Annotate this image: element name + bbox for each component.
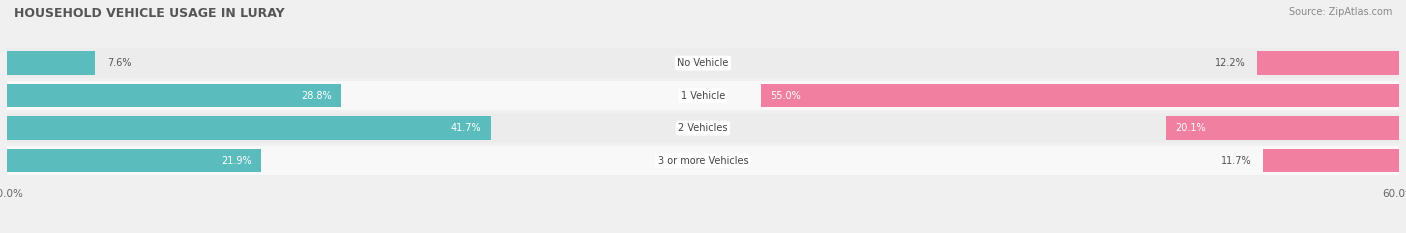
Bar: [7, 113, 1399, 143]
Text: 7.6%: 7.6%: [107, 58, 131, 68]
Bar: [1263, 149, 1399, 172]
Text: HOUSEHOLD VEHICLE USAGE IN LURAY: HOUSEHOLD VEHICLE USAGE IN LURAY: [14, 7, 284, 20]
Text: No Vehicle: No Vehicle: [678, 58, 728, 68]
Bar: [1166, 116, 1399, 140]
Bar: [7, 51, 96, 75]
Text: 41.7%: 41.7%: [451, 123, 481, 133]
Text: Source: ZipAtlas.com: Source: ZipAtlas.com: [1288, 7, 1392, 17]
Text: 1 Vehicle: 1 Vehicle: [681, 91, 725, 101]
Text: 55.0%: 55.0%: [770, 91, 801, 101]
Text: 20.1%: 20.1%: [1175, 123, 1206, 133]
Bar: [7, 81, 1399, 110]
Text: 28.8%: 28.8%: [301, 91, 332, 101]
Text: 12.2%: 12.2%: [1215, 58, 1246, 68]
Bar: [7, 146, 1399, 175]
Bar: [1257, 51, 1399, 75]
Text: 21.9%: 21.9%: [221, 156, 252, 166]
Text: 2 Vehicles: 2 Vehicles: [678, 123, 728, 133]
Bar: [7, 84, 342, 107]
Bar: [7, 48, 1399, 78]
Bar: [761, 84, 1399, 107]
Text: 3 or more Vehicles: 3 or more Vehicles: [658, 156, 748, 166]
Bar: [7, 149, 262, 172]
Bar: [7, 116, 491, 140]
Text: 11.7%: 11.7%: [1220, 156, 1251, 166]
